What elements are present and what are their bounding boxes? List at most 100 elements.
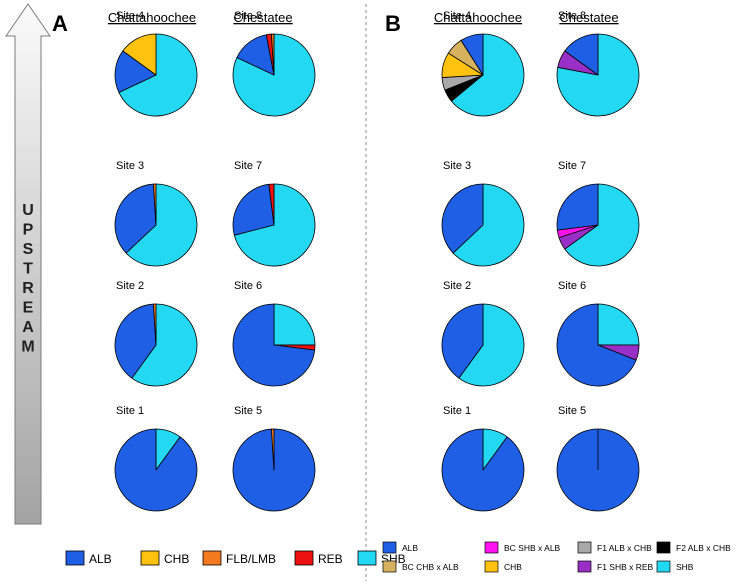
slice-flb-lmb — [153, 303, 157, 346]
pie-a-site-3: Site 3 — [114, 160, 198, 267]
slice-shb — [458, 303, 525, 387]
slice-alb — [114, 183, 157, 254]
site-label: Site 2 — [116, 280, 144, 292]
pie-charts: Site 4 Site 8 Site 3 Site 7 Site 2 Site 6 Site… — [114, 10, 640, 512]
site-label: Site 1 — [443, 405, 471, 417]
legend-a-label-chb: CHB — [164, 552, 189, 566]
pie-b-site-6: Site 6 — [556, 280, 640, 387]
legend-b-swatch-bc-chb-x-alb — [382, 560, 397, 573]
arrow-letter: U — [22, 202, 34, 219]
pie-b-site-7: Site 7 — [556, 160, 640, 267]
legend-b-label-alb: ALB — [402, 543, 418, 553]
site-label: Site 3 — [116, 160, 144, 172]
slice-alb — [556, 183, 599, 231]
legend-b-label-shb: SHB — [676, 562, 694, 572]
slice-shb — [452, 183, 525, 267]
pie-b-site-8: Site 8 — [556, 10, 640, 117]
legend-b-label-bc-chb-x-alb: BC CHB x ALB — [402, 562, 459, 572]
legend-b-label-bc-shb-x-alb: BC SHB x ALB — [504, 543, 561, 553]
site-label: Site 1 — [116, 405, 144, 417]
legend-b-swatch-bc-shb-x-alb — [484, 541, 499, 554]
slice-shb — [131, 303, 198, 387]
slice-reb — [268, 183, 275, 226]
legend-a-label-flb-lmb: FLB/LMB — [226, 552, 276, 566]
pie-b-site-4: Site 4 — [441, 10, 525, 117]
legend-b-label-chb: CHB — [504, 562, 522, 572]
pie-a-site-5: Site 5 — [232, 405, 316, 512]
slice-alb — [556, 303, 637, 387]
site-label: Site 3 — [443, 160, 471, 172]
pie-b-site-3: Site 3 — [441, 160, 525, 267]
slice-shb — [118, 33, 198, 117]
legend-b-swatch-shb — [656, 560, 671, 573]
slice-shb — [125, 183, 198, 267]
pie-b-site-1: Site 1 — [441, 405, 525, 512]
legend-a-swatch-reb — [294, 550, 314, 566]
site-label: Site 6 — [234, 280, 262, 292]
legend-b-swatch-chb — [484, 560, 499, 573]
site-label: Site 8 — [558, 10, 586, 22]
panel-b-column-chestatee: Chestatee — [559, 10, 618, 25]
panel-a-column-chattahoochee: Chattahoochee — [108, 10, 196, 25]
slice-flb-lmb — [271, 33, 275, 76]
legend-a-label-reb: REB — [318, 552, 343, 566]
legend-a-label-alb: ALB — [89, 552, 112, 566]
arrow-letter: R — [22, 280, 34, 297]
site-label: Site 7 — [558, 160, 586, 172]
panel-a-label: A — [52, 11, 68, 36]
pie-a-site-2: Site 2 — [114, 280, 198, 387]
slice-alb — [114, 428, 198, 512]
slice-shb — [564, 183, 640, 267]
slice-chb — [122, 33, 157, 76]
arrow-letter: M — [21, 339, 34, 356]
site-label: Site 6 — [558, 280, 586, 292]
slice-alb — [114, 50, 157, 93]
slice-alb — [441, 428, 525, 512]
arrow-letter: S — [23, 241, 34, 258]
site-label: Site 4 — [116, 10, 144, 22]
panel-b-label: B — [385, 11, 401, 36]
legend-a-swatch-chb — [140, 550, 160, 566]
slice-alb — [232, 303, 316, 387]
legend-b-swatch-f1-alb-x-chb — [577, 541, 592, 554]
pie-b-site-5: Site 5 — [556, 405, 640, 512]
slice-alb — [441, 303, 484, 379]
site-label: Site 8 — [234, 10, 262, 22]
pie-b-site-2: Site 2 — [441, 280, 525, 387]
slice-alb — [232, 183, 275, 236]
site-label: Site 5 — [234, 405, 262, 417]
slice-shb — [273, 303, 316, 346]
slice-alb — [460, 33, 484, 76]
upstream-arrow — [5, 3, 51, 525]
panel-a-column-chestatee: Chestatee — [233, 10, 292, 25]
slice-shb — [233, 183, 316, 267]
legends: ALB CHB FLB/LMB REB SHB ALB BC CHB x ALB BC SHB… — [65, 541, 731, 573]
pie-a-site-7: Site 7 — [232, 160, 316, 267]
panel-b-column-chattahoochee: Chattahoochee — [434, 10, 522, 25]
arrow-letter: A — [22, 319, 34, 336]
slice-alb — [441, 183, 484, 254]
slice-flb-lmb — [271, 428, 275, 471]
legend-b-label-f1-alb-x-chb: F1 ALB x CHB — [597, 543, 652, 553]
site-label: Site 4 — [443, 10, 471, 22]
arrow-letter: P — [23, 222, 34, 239]
slice-alb — [114, 303, 157, 379]
slice-shb — [597, 303, 640, 346]
site-label: Site 7 — [234, 160, 262, 172]
pie-a-site-6: Site 6 — [232, 280, 316, 387]
site-label: Site 5 — [558, 405, 586, 417]
slice-alb — [564, 33, 599, 76]
legend-b-label-f1-shb-x-reb: F1 SHB x REB — [597, 562, 654, 572]
legend-a-swatch-flb-lmb — [202, 550, 222, 566]
legend-b-swatch-f2-alb-x-chb — [656, 541, 671, 554]
pie-a-site-4: Site 4 — [114, 10, 198, 117]
legend-b-label-f2-alb-x-chb: F2 ALB x CHB — [676, 543, 731, 553]
legend-b-swatch-f1-shb-x-reb — [577, 560, 592, 573]
slice-flb-lmb — [153, 183, 157, 226]
pie-a-site-8: Site 8 — [232, 10, 316, 117]
pie-a-site-1: Site 1 — [114, 405, 198, 512]
legend-a-swatch-alb — [65, 550, 85, 566]
site-label: Site 2 — [443, 280, 471, 292]
